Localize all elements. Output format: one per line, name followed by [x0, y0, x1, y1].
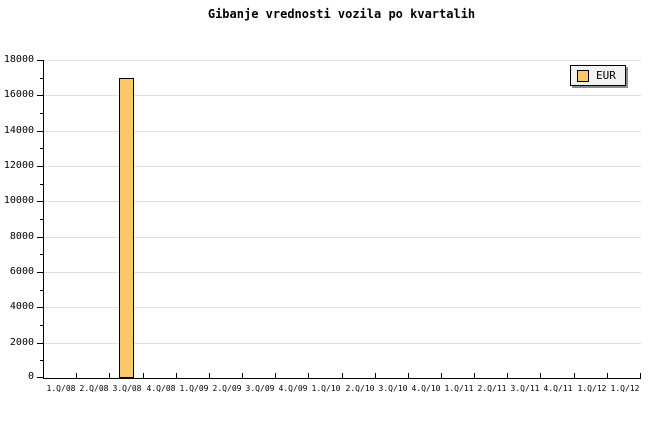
gridline	[44, 201, 641, 202]
legend-label: EUR	[596, 69, 616, 82]
x-axis-tick	[176, 373, 177, 378]
x-axis-tick	[143, 373, 144, 378]
x-axis-tick	[474, 373, 475, 378]
x-axis-tick	[441, 373, 442, 378]
y-axis-minor-tick	[40, 113, 43, 114]
y-axis-major-tick	[37, 307, 43, 308]
x-axis-label: 1.Q/11	[444, 384, 474, 393]
x-axis-tick	[308, 373, 309, 378]
y-axis-major-tick	[37, 377, 43, 378]
x-axis-label: 4.Q/08	[146, 384, 176, 393]
y-axis-major-tick	[37, 131, 43, 132]
y-axis-minor-tick	[40, 290, 43, 291]
x-axis-label: 1.Q/09	[179, 384, 209, 393]
x-axis-label: 4.Q/09	[278, 384, 308, 393]
x-axis-tick	[408, 373, 409, 378]
x-axis-label: 1.Q/12	[610, 384, 640, 393]
y-axis-major-tick	[37, 272, 43, 273]
x-axis-tick	[76, 373, 77, 378]
x-axis-tick	[275, 373, 276, 378]
x-axis-tick	[607, 373, 608, 378]
y-axis-label: 10000	[3, 195, 34, 206]
x-axis-label: 1.Q/08	[46, 384, 76, 393]
y-axis-major-tick	[37, 166, 43, 167]
x-axis-label: 2.Q/09	[212, 384, 242, 393]
y-axis-minor-tick	[40, 148, 43, 149]
x-axis-label: 1.Q/12	[577, 384, 607, 393]
bar-eur	[119, 78, 134, 378]
y-axis-major-tick	[37, 201, 43, 202]
y-axis-minor-tick	[40, 254, 43, 255]
y-axis-major-tick	[37, 60, 43, 61]
y-axis-label: 18000	[3, 54, 34, 65]
y-axis-label: 8000	[9, 231, 34, 242]
x-axis-label: 2.Q/08	[79, 384, 109, 393]
chart-title: Gibanje vrednosti vozila po kvartalih	[207, 7, 476, 21]
x-axis-label: 3.Q/09	[245, 384, 275, 393]
y-axis-major-tick	[37, 95, 43, 96]
x-axis-label: 3.Q/10	[378, 384, 408, 393]
x-axis-tick	[342, 373, 343, 378]
y-axis-minor-tick	[40, 325, 43, 326]
x-axis-tick	[507, 373, 508, 378]
legend-swatch-icon	[577, 69, 589, 82]
x-axis-tick	[540, 373, 541, 378]
x-axis-label: 2.Q/10	[345, 384, 375, 393]
x-axis-label: 3.Q/11	[510, 384, 540, 393]
legend: EUR	[570, 65, 626, 86]
y-axis-minor-tick	[40, 184, 43, 185]
gridline	[44, 131, 641, 132]
x-axis-tick	[242, 373, 243, 378]
x-axis-label: 3.Q/08	[112, 384, 142, 393]
x-axis-label: 2.Q/11	[477, 384, 507, 393]
x-axis-tick	[375, 373, 376, 378]
y-axis-label: 4000	[9, 301, 34, 312]
y-axis-major-tick	[37, 343, 43, 344]
y-axis-label: 12000	[3, 160, 34, 171]
y-axis-label: 6000	[9, 266, 34, 277]
x-axis-label: 4.Q/10	[411, 384, 441, 393]
gridline	[44, 60, 641, 61]
gridline	[44, 343, 641, 344]
gridline	[44, 95, 641, 96]
x-axis-tick	[574, 373, 575, 378]
x-axis-tick	[109, 373, 110, 378]
y-axis-minor-tick	[40, 360, 43, 361]
y-axis-label: 2000	[9, 337, 34, 348]
y-axis-major-tick	[37, 237, 43, 238]
y-axis-label: 0	[27, 371, 34, 382]
y-axis-minor-tick	[40, 219, 43, 220]
plot-area: 0 2000 4000 6000 8000 10000 12000 14000 16000 180…	[4, 54, 641, 393]
y-axis-label: 14000	[3, 125, 34, 136]
y-axis-label: 16000	[3, 89, 34, 100]
gridline	[44, 237, 641, 238]
x-axis-tick	[209, 373, 210, 378]
x-axis-label: 4.Q/11	[543, 384, 573, 393]
x-axis-label: 1.Q/10	[311, 384, 341, 393]
gridline	[44, 272, 641, 273]
gridline	[44, 166, 641, 167]
x-axis-tick	[640, 373, 641, 378]
gridline	[44, 307, 641, 308]
y-axis-minor-tick	[40, 78, 43, 79]
